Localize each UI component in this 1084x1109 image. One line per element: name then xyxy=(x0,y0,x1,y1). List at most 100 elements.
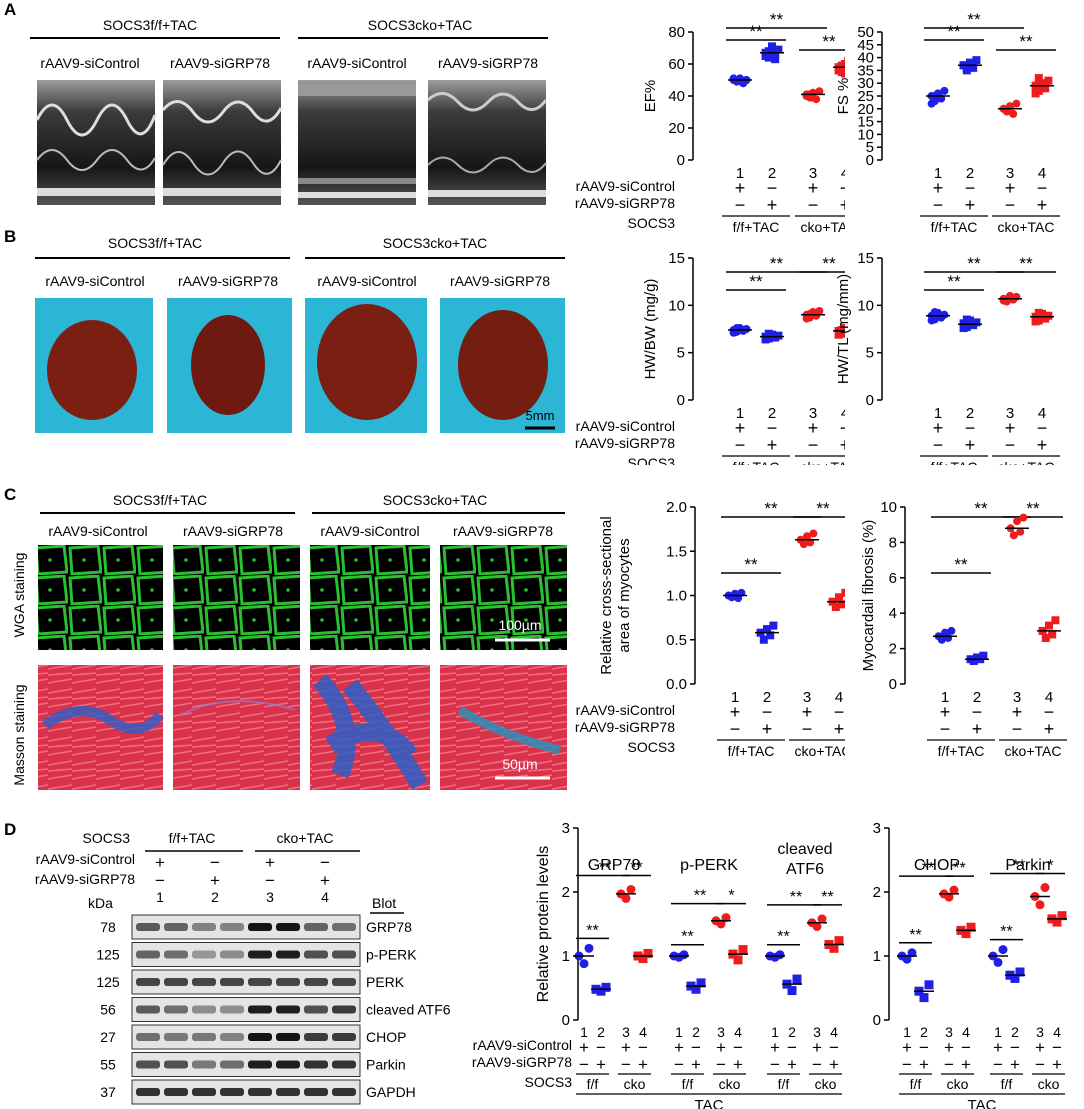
data-point xyxy=(771,50,780,59)
group-label: cko+TAC xyxy=(998,219,1055,235)
blot-band xyxy=(136,1033,160,1041)
data-point xyxy=(930,307,939,316)
data-point xyxy=(621,893,631,903)
data-point xyxy=(799,540,808,549)
data-point xyxy=(1034,74,1043,83)
blot-band xyxy=(136,1088,160,1096)
significance-label: ** xyxy=(909,927,921,944)
blot-protein-name: p-PERK xyxy=(366,947,417,963)
blot-band xyxy=(164,978,188,986)
data-point xyxy=(1009,531,1018,540)
sign-grp78: − xyxy=(802,719,813,739)
sign-grp78: − xyxy=(716,1055,726,1074)
sign-control: + xyxy=(770,1038,780,1057)
y-tick-label: 10 xyxy=(880,499,897,516)
y-tick-label: 80 xyxy=(668,24,685,41)
sign-control: + xyxy=(1005,178,1016,198)
significance-label: ** xyxy=(764,499,778,518)
data-point xyxy=(774,331,783,340)
sign-grp78: + xyxy=(1010,1055,1020,1074)
y-tick-label: 2.0 xyxy=(666,499,687,516)
data-point xyxy=(1048,630,1057,639)
data-point xyxy=(927,99,936,108)
group-label: cko+TAC xyxy=(998,459,1055,465)
sign-control: + xyxy=(579,1038,589,1057)
sign-grp78: + xyxy=(965,435,976,455)
blot-header: Blot xyxy=(372,895,396,911)
sign-grp78: + xyxy=(840,435,845,455)
sign-grp78: + xyxy=(840,195,845,215)
group-number: 1 xyxy=(580,1024,588,1040)
sign-control: + xyxy=(735,418,746,438)
data-point xyxy=(584,943,594,953)
data-point xyxy=(940,310,949,319)
data-point xyxy=(774,45,783,54)
blot-band xyxy=(192,1060,216,1069)
b-group-ff: SOCS3f/f+TAC xyxy=(108,235,202,251)
sign-grp78: − xyxy=(940,719,951,739)
sign-control: + xyxy=(1005,418,1016,438)
group-number: 1 xyxy=(736,405,744,422)
data-point xyxy=(966,922,976,932)
y-axis-label: Myocardail fibrosis (%) xyxy=(860,520,877,672)
y-tick-label: 15 xyxy=(857,250,874,267)
data-point xyxy=(761,52,770,60)
chart-ef: 020406080EF%******1234+−+−−+−+rAAV9-siCo… xyxy=(575,10,845,235)
b-ctrl-2: rAAV9-siControl xyxy=(317,273,416,289)
group-number: 4 xyxy=(841,165,845,182)
blot-group-cko: cko+TAC xyxy=(277,830,334,846)
row-label-control: rAAV9-siControl xyxy=(576,418,675,434)
sign-grp78: + xyxy=(1052,1055,1062,1074)
blot-band xyxy=(332,950,356,959)
data-point xyxy=(1041,633,1050,642)
echo-image-2 xyxy=(161,80,283,205)
significance-label: ** xyxy=(1000,924,1012,941)
data-point xyxy=(787,986,797,996)
a-grp-1: rAAV9-siGRP78 xyxy=(170,55,270,71)
y-axis-label: HW/TL (mg/mm) xyxy=(835,274,852,384)
data-point xyxy=(835,593,843,602)
group-number: 3 xyxy=(945,1024,953,1040)
y-tick-label: 0 xyxy=(866,152,874,169)
sign-control: + xyxy=(940,702,951,722)
row-label-socs3: SOCS3 xyxy=(525,1074,573,1090)
group-number: 3 xyxy=(809,165,817,182)
data-point xyxy=(962,63,971,72)
blot-lane-number: 4 xyxy=(321,889,329,905)
sign-control: − xyxy=(840,178,845,198)
y-axis-label: EF% xyxy=(642,80,659,113)
blot-row1-label: rAAV9-siControl xyxy=(36,851,135,867)
sign-grp78: − xyxy=(1012,719,1023,739)
sign-grp78: − xyxy=(1005,195,1016,215)
data-point xyxy=(844,56,845,65)
group-label: f/f+TAC xyxy=(733,219,780,235)
group-label: f/f xyxy=(910,1076,922,1092)
y-tick-label: 8 xyxy=(889,534,897,551)
wga-image-3 xyxy=(310,545,430,650)
group-number: 1 xyxy=(731,689,739,706)
y-tick-label: 3 xyxy=(873,820,881,837)
data-point xyxy=(998,945,1008,955)
y-tick-label: 0.5 xyxy=(666,632,687,649)
group-number: 3 xyxy=(717,1024,725,1040)
group-number: 1 xyxy=(903,1024,911,1040)
blot-band xyxy=(248,950,272,959)
group-number: 2 xyxy=(1011,1024,1019,1040)
blot-band xyxy=(276,1088,300,1096)
data-point xyxy=(834,330,843,339)
y-tick-label: 40 xyxy=(668,88,685,105)
sign-grp78: − xyxy=(770,1055,780,1074)
group-number: 4 xyxy=(830,1024,838,1040)
y-axis-label: Relative cross-sectionalarea of myocytes xyxy=(598,516,633,674)
group-number: 2 xyxy=(763,689,771,706)
data-point xyxy=(764,329,773,338)
blot-sign-grp78: − xyxy=(265,871,275,890)
blot-band xyxy=(164,1060,188,1069)
group-label: cko+TAC xyxy=(801,219,845,235)
subgroup-title: p-PERK xyxy=(680,857,738,874)
blot-band xyxy=(332,923,356,931)
y-tick-label: 30 xyxy=(857,75,874,92)
blot-band xyxy=(332,978,356,986)
sign-control: + xyxy=(944,1038,954,1057)
wga-image-1 xyxy=(38,545,163,650)
